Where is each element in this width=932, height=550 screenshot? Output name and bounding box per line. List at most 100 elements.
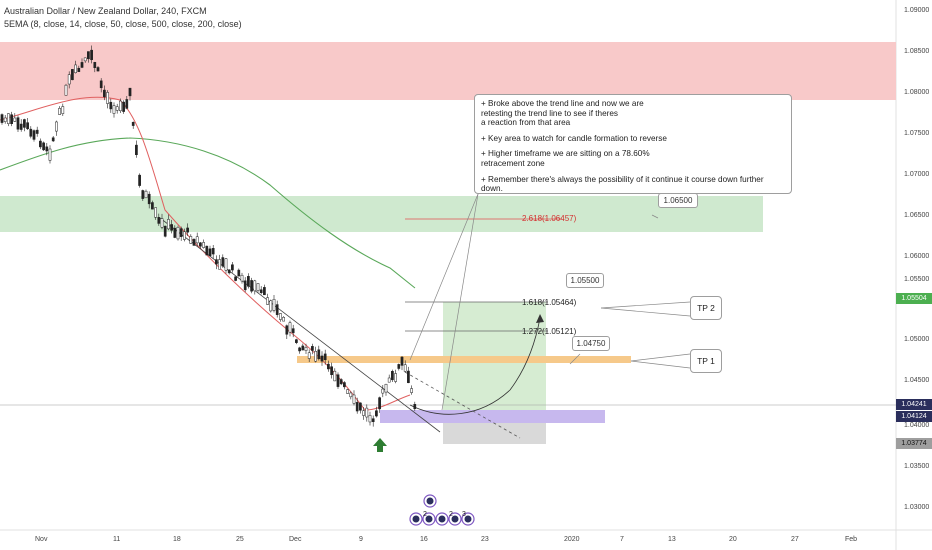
candle-body [61, 106, 65, 114]
candle-body [112, 105, 116, 114]
candle-body [170, 224, 173, 231]
y-axis-tick: 1.07000 [904, 171, 930, 178]
y-axis-tick: 1.06000 [904, 253, 930, 260]
candle-body [23, 119, 26, 128]
candle-body [381, 388, 385, 394]
trend-line [159, 217, 441, 433]
candle-body [80, 62, 84, 68]
candle-body [266, 297, 269, 305]
event-flag-dot-icon [464, 515, 472, 523]
annotation-pointer-a [441, 193, 479, 411]
projection-arrowhead [536, 314, 544, 323]
candle-body [333, 370, 337, 382]
candle-body [7, 113, 10, 124]
candle-body [410, 388, 413, 393]
candle-body [391, 370, 394, 381]
candle-body [45, 146, 49, 152]
candle-body [227, 269, 231, 274]
x-axis-tick: 7 [620, 536, 624, 543]
price-callout-3[interactable]: 1.04750 [572, 336, 610, 351]
candle-body [26, 122, 29, 130]
candle-body [122, 101, 125, 112]
candle-body [90, 49, 93, 61]
candle-body [99, 80, 103, 89]
price-callout-2[interactable]: 1.05500 [566, 273, 604, 288]
candle-body [288, 322, 292, 333]
note-line: + Key area to watch for candle formation… [481, 133, 667, 143]
candle-body [279, 313, 282, 320]
candle-body [16, 117, 20, 130]
event-badge-count: 3 [462, 511, 466, 518]
resistance-zone [0, 42, 896, 100]
candle-body [413, 404, 417, 410]
ema-200-line [0, 137, 416, 289]
candle-body [394, 373, 397, 382]
candle-body [51, 137, 55, 142]
candle-body [407, 370, 410, 384]
candle-body [135, 144, 138, 156]
candle-body [349, 392, 353, 398]
candle-body [253, 280, 257, 292]
candle-body [243, 280, 247, 291]
candle-body [29, 128, 33, 137]
x-axis-tick: 18 [173, 536, 181, 543]
price-tag: 1.03774 [896, 438, 932, 449]
event-badges[interactable]: 2 2 3 [409, 494, 475, 526]
x-axis-tick: 20 [729, 536, 737, 543]
x-axis-tick: Nov [35, 536, 48, 543]
take-profit-1-label[interactable]: TP 1 [690, 349, 722, 373]
candle-body [295, 339, 298, 343]
indicator-legend[interactable]: 5EMA (8, close, 14, close, 50, close, 50… [4, 19, 242, 29]
event-badge-count: 2 [423, 511, 427, 518]
annotation-pointer-b [409, 193, 479, 361]
x-axis-tick: 13 [668, 536, 676, 543]
candlestick-series [0, 45, 417, 427]
candle-body [106, 92, 109, 104]
x-axis-tick: Dec [289, 536, 302, 543]
candle-body [320, 355, 324, 362]
candle-body [304, 347, 308, 351]
candle-body [67, 74, 71, 85]
event-flag-dot-icon [425, 515, 433, 523]
fib-label-1272: 1.272(1.05121) [522, 327, 577, 336]
candle-body [195, 236, 199, 244]
fib-label-2618: 2.618(1.06457) [522, 214, 577, 223]
candle-body [211, 248, 215, 255]
candle-body [173, 227, 177, 238]
support-zone [0, 196, 763, 232]
candle-body [301, 345, 305, 351]
candle-body [378, 397, 381, 410]
candle-body [384, 383, 388, 393]
candle-body [387, 377, 391, 383]
candle-body [282, 317, 285, 322]
candle-body [109, 101, 113, 110]
candle-body [154, 207, 157, 218]
y-axis-tick: 1.05500 [904, 276, 930, 283]
candle-body [323, 353, 327, 360]
candle-body [311, 346, 314, 351]
candle-body [330, 366, 333, 375]
analysis-note[interactable]: + Broke above the trend line and now we … [474, 94, 792, 194]
candle-body [119, 100, 122, 112]
candle-body [96, 67, 100, 72]
price-callout-1[interactable]: 1.06500 [658, 193, 698, 208]
candle-body [307, 352, 311, 359]
candle-body [13, 117, 17, 122]
candle-body [221, 257, 225, 267]
current-price-tag: 1.05504 [896, 293, 932, 304]
x-axis-tick: 25 [236, 536, 244, 543]
candle-body [247, 276, 250, 287]
candle-body [237, 269, 241, 277]
y-axis-tick: 1.08500 [904, 48, 930, 55]
chart-title: Australian Dollar / New Zealand Dollar, … [4, 6, 207, 16]
callout-c1-leader [651, 214, 659, 219]
candle-body [115, 106, 119, 111]
candle-body [314, 351, 317, 362]
x-axis-tick: 9 [359, 536, 363, 543]
take-profit-2-label[interactable]: TP 2 [690, 296, 722, 320]
y-axis-tick: 1.03500 [904, 463, 930, 470]
x-axis-tick: 11 [113, 536, 121, 543]
candle-body [375, 410, 378, 417]
